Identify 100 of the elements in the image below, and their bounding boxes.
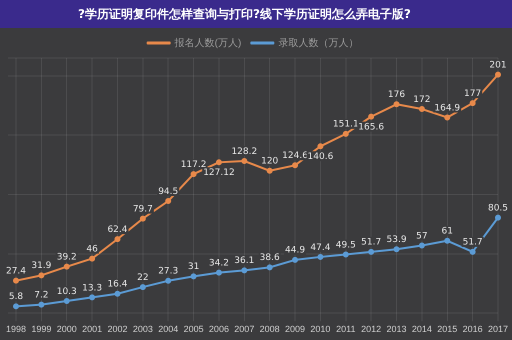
- data-label: 38.6: [260, 253, 280, 264]
- x-tick-label: 2011: [336, 324, 356, 334]
- point: [241, 267, 248, 274]
- data-label: 44.9: [285, 246, 306, 256]
- data-label: 140.6: [308, 152, 334, 162]
- data-label: 176: [388, 90, 406, 100]
- point: [89, 256, 96, 262]
- data-label: 151.1: [332, 120, 359, 130]
- x-tick-label: 2005: [184, 324, 204, 334]
- point: [114, 236, 120, 242]
- data-label: 172: [413, 94, 430, 105]
- point: [368, 248, 374, 255]
- data-label: 117.2: [180, 160, 206, 170]
- point: [394, 101, 400, 108]
- point: [114, 290, 120, 297]
- legend-label: 录取人数（万人）: [278, 38, 358, 49]
- chart-title: ?学历证明复印件怎样查询与打印?线下学历证明怎么弄电子版?: [0, 0, 512, 28]
- point: [241, 158, 248, 164]
- point: [292, 256, 298, 263]
- data-label: 57: [416, 231, 428, 242]
- point: [317, 143, 324, 150]
- point: [495, 214, 501, 221]
- data-label: 80.5: [488, 203, 508, 214]
- point: [470, 248, 476, 255]
- point: [418, 106, 425, 112]
- data-label: 124.6: [282, 151, 308, 162]
- data-label: 165.6: [358, 122, 384, 132]
- point: [140, 216, 146, 222]
- x-tick-label: 2010: [310, 324, 330, 334]
- data-label: 16.4: [107, 280, 128, 290]
- point: [89, 294, 96, 300]
- data-label: 7.2: [34, 290, 49, 300]
- point: [444, 238, 450, 244]
- x-tick-label: 2001: [82, 324, 102, 334]
- point: [216, 270, 222, 276]
- data-label: 49.5: [336, 240, 356, 250]
- x-tick-label: 2003: [132, 324, 153, 334]
- data-label: 164.9: [434, 103, 460, 114]
- x-tick-label: 2006: [208, 324, 229, 334]
- data-label: 120: [261, 156, 279, 167]
- data-label: 177: [464, 88, 482, 99]
- data-label: 31.9: [31, 261, 52, 272]
- x-tick-label: 2015: [437, 324, 458, 334]
- point: [13, 303, 19, 310]
- data-label: 10.3: [56, 286, 77, 297]
- data-label: 46: [86, 244, 98, 254]
- point: [317, 254, 324, 260]
- data-label: 53.9: [386, 235, 407, 246]
- data-label: 94.5: [158, 186, 178, 197]
- data-label: 79.7: [132, 204, 153, 214]
- point: [266, 264, 273, 270]
- data-label: 13.3: [82, 283, 102, 294]
- point: [190, 273, 197, 280]
- data-label: 34.2: [208, 258, 229, 268]
- point: [394, 246, 400, 252]
- point: [470, 100, 476, 106]
- point: [190, 171, 197, 178]
- x-tick-label: 2014: [412, 324, 432, 334]
- data-label: 27.3: [158, 266, 178, 277]
- x-tick-label: 2016: [462, 324, 483, 334]
- data-label: 5.8: [8, 292, 24, 302]
- point: [38, 302, 44, 308]
- data-label: 51.7: [361, 238, 382, 248]
- x-tick-label: 2008: [260, 324, 280, 334]
- data-label: 31: [188, 262, 200, 272]
- x-tick-label: 2000: [56, 324, 77, 334]
- point: [216, 159, 222, 166]
- x-tick-label: 2009: [285, 324, 306, 334]
- x-tick-label: 2013: [386, 324, 407, 334]
- point: [342, 251, 349, 258]
- data-label: 128.2: [231, 146, 258, 157]
- point: [266, 168, 273, 174]
- data-label: 201: [489, 60, 507, 70]
- point: [165, 278, 172, 284]
- data-label: 39.2: [56, 252, 77, 263]
- data-label: 51.7: [462, 238, 483, 248]
- x-tick-label: 1998: [6, 324, 26, 334]
- point: [342, 130, 349, 137]
- point: [368, 114, 374, 120]
- x-tick-label: 2007: [234, 324, 254, 334]
- x-tick-label: 2002: [107, 324, 128, 334]
- data-label: 61: [442, 226, 453, 237]
- point: [444, 114, 450, 120]
- point: [140, 284, 146, 290]
- data-label: 27.4: [6, 266, 26, 277]
- point: [64, 264, 70, 270]
- data-label: 47.4: [310, 242, 331, 253]
- legend-label: 报名人数(万人): [174, 36, 242, 49]
- x-tick-label: 2017: [488, 324, 508, 334]
- point: [13, 278, 19, 284]
- point: [292, 162, 298, 168]
- point: [418, 242, 425, 249]
- point: [38, 272, 44, 278]
- point: [165, 198, 172, 204]
- data-label: 127.12: [203, 168, 235, 178]
- x-tick-label: 2004: [158, 324, 178, 334]
- x-tick-label: 1999: [31, 324, 52, 334]
- data-label: 22: [137, 272, 149, 283]
- point: [64, 298, 70, 304]
- data-label: 62.4: [107, 224, 128, 235]
